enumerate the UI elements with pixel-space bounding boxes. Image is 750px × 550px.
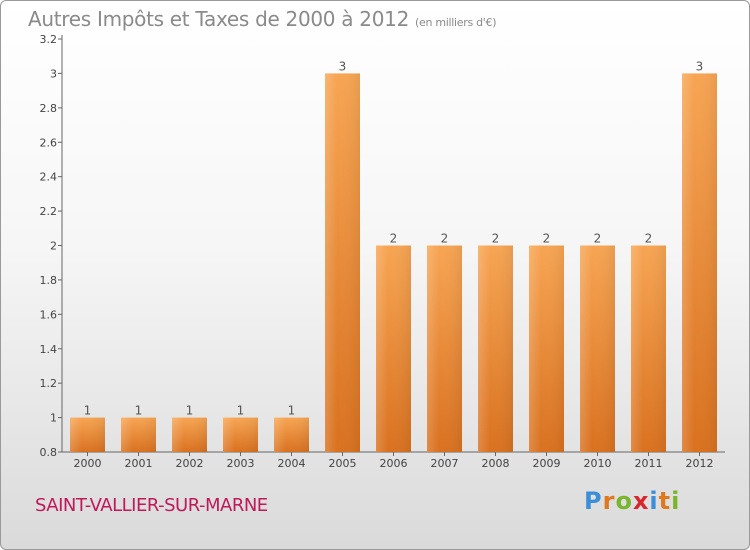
y-tick-label: 2.2 (40, 205, 58, 218)
bar-shine (580, 245, 615, 452)
y-tick-label: 1.8 (40, 274, 58, 287)
x-tick-label: 2001 (125, 457, 153, 470)
logo-letter: i (671, 487, 681, 515)
x-tick-label: 2007 (431, 457, 459, 470)
x-tick-label: 2006 (380, 457, 408, 470)
y-tick-label: 1 (50, 412, 57, 425)
x-tick-label: 2008 (482, 457, 510, 470)
bar-shine (223, 417, 258, 452)
y-tick-label: 2.4 (40, 171, 58, 184)
data-label: 2 (390, 232, 398, 246)
x-tick-label: 2011 (635, 457, 663, 470)
y-tick-label: 2.8 (40, 102, 58, 115)
data-label: 1 (288, 404, 296, 418)
bar-shine (631, 245, 666, 452)
x-tick-label: 2012 (686, 457, 714, 470)
logo-letter: x (632, 487, 650, 515)
logo-letter: P (584, 487, 603, 515)
chart-unit: (en milliers d'€) (415, 16, 497, 29)
bar-shine (427, 245, 462, 452)
data-label: 2 (594, 232, 602, 246)
bar-shine (70, 417, 105, 452)
data-label: 3 (696, 59, 704, 73)
x-tick-label: 2000 (74, 457, 102, 470)
bar-shine (376, 245, 411, 452)
data-label: 2 (543, 232, 551, 246)
bar-shine (274, 417, 309, 452)
data-label: 2 (645, 232, 653, 246)
x-tick-label: 2004 (278, 457, 306, 470)
data-label: 2 (492, 232, 500, 246)
y-tick-label: 3.2 (40, 33, 58, 46)
y-tick-label: 1.6 (40, 308, 58, 321)
x-tick-label: 2005 (329, 457, 357, 470)
x-tick-label: 2009 (533, 457, 561, 470)
y-tick-label: 0.8 (40, 446, 58, 459)
data-label: 1 (135, 404, 143, 418)
y-tick-label: 3 (50, 67, 57, 80)
bar-shine (121, 417, 156, 452)
data-label: 1 (84, 404, 92, 418)
logo-letter: r (602, 487, 616, 515)
bar-shine (478, 245, 513, 452)
logo-letter: t (658, 487, 672, 515)
chart-title: Autres Impôts et Taxes de 2000 à 2012 (en… (28, 7, 496, 31)
y-tick-label: 2.6 (40, 136, 58, 149)
bar-shine (682, 73, 717, 453)
x-tick-label: 2003 (227, 457, 255, 470)
data-label: 3 (339, 59, 347, 73)
y-tick-label: 1.4 (40, 343, 58, 356)
y-tick-label: 2 (50, 240, 57, 253)
data-label: 1 (186, 404, 194, 418)
logo-letter: i (649, 487, 659, 515)
x-tick-label: 2010 (584, 457, 612, 470)
proxiti-logo: Proxiti (584, 487, 680, 515)
data-label: 2 (441, 232, 449, 246)
city-name: SAINT-VALLIER-SUR-MARNE (35, 495, 268, 516)
x-tick-label: 2002 (176, 457, 204, 470)
y-tick-label: 1.2 (40, 377, 58, 390)
bar-shine (325, 73, 360, 453)
bar-shine (172, 417, 207, 452)
bar-shine (529, 245, 564, 452)
data-label: 1 (237, 404, 245, 418)
chart-title-text: Autres Impôts et Taxes de 2000 à 2012 (28, 7, 409, 31)
logo-letter: o (615, 487, 633, 515)
